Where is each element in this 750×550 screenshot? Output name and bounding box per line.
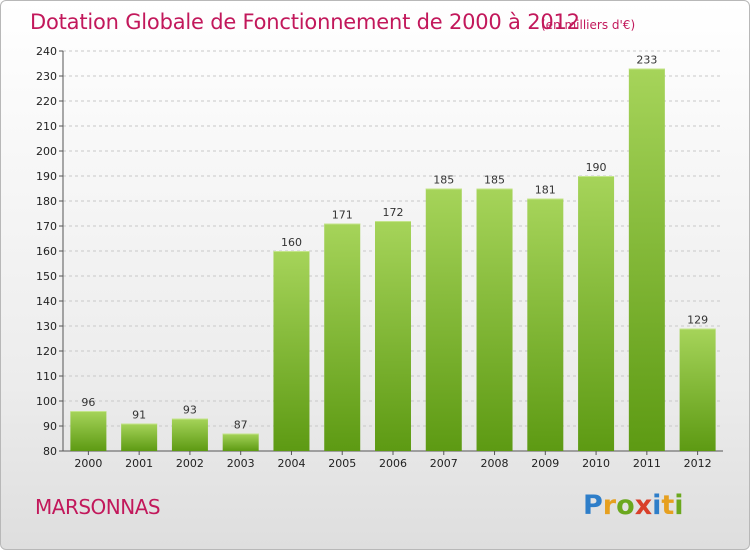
y-tick-label: 80 bbox=[43, 445, 57, 458]
y-tick-label: 90 bbox=[43, 420, 57, 433]
logo-letter: o bbox=[616, 490, 635, 521]
data-label: 185 bbox=[433, 174, 454, 187]
y-tick-label: 240 bbox=[36, 45, 57, 58]
bar bbox=[121, 423, 158, 451]
y-tick-label: 210 bbox=[36, 120, 57, 133]
logo-letter: i bbox=[674, 490, 684, 521]
logo-letter: x bbox=[634, 490, 653, 521]
logo-letter: r bbox=[602, 490, 617, 521]
bar bbox=[527, 198, 564, 451]
data-label: 171 bbox=[332, 209, 353, 222]
y-tick-label: 220 bbox=[36, 95, 57, 108]
x-tick-label: 2006 bbox=[379, 457, 407, 470]
data-label: 93 bbox=[183, 404, 197, 417]
data-label: 87 bbox=[234, 419, 248, 432]
logo-letter: i bbox=[652, 490, 662, 521]
chart-subtitle: (en milliers d'€) bbox=[541, 18, 636, 32]
bar bbox=[273, 251, 310, 451]
y-tick-label: 120 bbox=[36, 345, 57, 358]
bar bbox=[375, 221, 411, 451]
x-tick-label: 2011 bbox=[633, 457, 661, 470]
x-tick-label: 2007 bbox=[430, 457, 458, 470]
x-tick-label: 2004 bbox=[277, 457, 305, 470]
bar bbox=[578, 176, 615, 451]
y-tick-label: 130 bbox=[36, 320, 57, 333]
data-label: 160 bbox=[281, 236, 302, 249]
x-tick-label: 2003 bbox=[227, 457, 255, 470]
x-tick-label: 2000 bbox=[74, 457, 102, 470]
data-label: 181 bbox=[535, 184, 556, 197]
x-tick-label: 2001 bbox=[125, 457, 153, 470]
x-tick-label: 2010 bbox=[582, 457, 610, 470]
logo-letter: P bbox=[583, 490, 603, 521]
x-tick-label: 2002 bbox=[176, 457, 204, 470]
bar bbox=[222, 433, 259, 451]
y-tick-label: 140 bbox=[36, 295, 57, 308]
bar bbox=[476, 188, 513, 451]
chart-title: Dotation Globale de Fonctionnement de 20… bbox=[30, 10, 580, 34]
y-tick-label: 150 bbox=[36, 270, 57, 283]
y-tick-label: 200 bbox=[36, 145, 57, 158]
x-tick-label: 2012 bbox=[684, 457, 712, 470]
x-tick-label: 2009 bbox=[531, 457, 559, 470]
y-tick-label: 190 bbox=[36, 170, 57, 183]
data-label: 172 bbox=[383, 206, 404, 219]
commune-name: MARSONNAS bbox=[35, 495, 161, 519]
x-tick-label: 2005 bbox=[328, 457, 356, 470]
bar bbox=[425, 188, 462, 451]
bar bbox=[628, 68, 665, 451]
data-label: 91 bbox=[132, 409, 146, 422]
y-tick-label: 180 bbox=[36, 195, 57, 208]
logo-letter: t bbox=[661, 490, 675, 521]
data-label: 190 bbox=[586, 161, 607, 174]
y-tick-label: 170 bbox=[36, 220, 57, 233]
y-tick-label: 160 bbox=[36, 245, 57, 258]
y-tick-label: 230 bbox=[36, 70, 57, 83]
y-tick-label: 100 bbox=[36, 395, 57, 408]
x-tick-label: 2008 bbox=[481, 457, 509, 470]
data-label: 233 bbox=[636, 54, 657, 67]
y-tick-label: 110 bbox=[36, 370, 57, 383]
data-label: 129 bbox=[687, 314, 708, 327]
data-label: 185 bbox=[484, 174, 505, 187]
proxiti-logo[interactable]: Proxiti bbox=[583, 490, 684, 521]
data-label: 96 bbox=[81, 396, 95, 409]
bar bbox=[324, 223, 361, 451]
bar bbox=[679, 328, 716, 451]
bar bbox=[70, 411, 107, 451]
bar bbox=[171, 418, 208, 451]
